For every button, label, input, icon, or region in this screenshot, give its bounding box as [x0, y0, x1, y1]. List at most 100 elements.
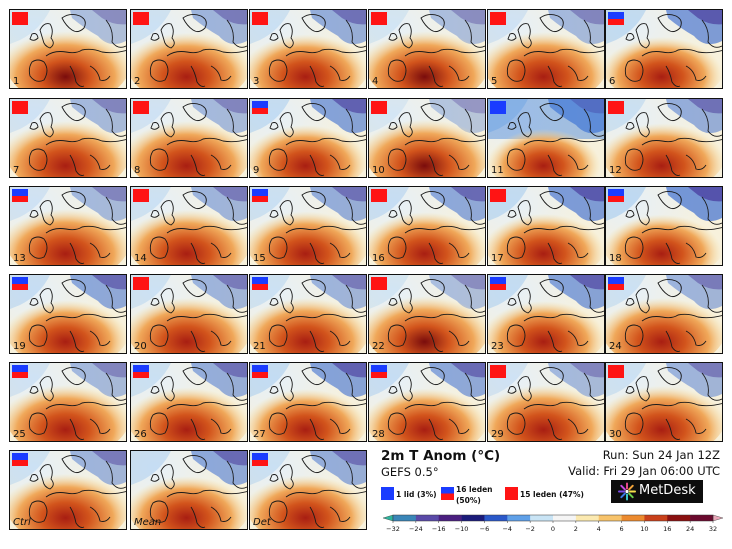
ensemble-member-panel: 15 [249, 186, 367, 266]
flag-bottom [12, 459, 28, 466]
cold-core-region [570, 275, 604, 290]
ensemble-member-panel: 18 [605, 186, 723, 266]
cluster-flag-blue-red [252, 453, 268, 466]
cluster-flag-blue-red [252, 365, 268, 378]
coastline [387, 102, 485, 176]
ensemble-member-panel: 12 [605, 98, 723, 178]
metdesk-logo-icon [618, 482, 636, 501]
anomaly-map [369, 275, 485, 353]
panel-label: 3 [253, 76, 260, 87]
coastline [624, 102, 722, 176]
panel-label: 4 [372, 76, 379, 87]
cluster-flag-red [371, 189, 387, 202]
anomaly-map [606, 275, 722, 353]
colorbar-segment [484, 515, 508, 521]
cold-core-region [688, 99, 722, 114]
coastline [149, 102, 247, 176]
anomaly-map [10, 99, 126, 177]
panel-label: 11 [491, 165, 504, 176]
ensemble-member-panel: 1 [9, 9, 127, 89]
panel-label: 27 [253, 429, 266, 440]
anomaly-map [10, 10, 126, 88]
cold-core-region [451, 275, 485, 290]
colorbar-tick-label: 2 [574, 525, 578, 533]
cold-core-region [688, 10, 722, 25]
ensemble-member-panel: 27 [249, 362, 367, 442]
panel-label: 20 [134, 341, 147, 352]
cold-core-region [92, 451, 126, 466]
ensemble-member-panel: 16 [368, 186, 486, 266]
legend-swatch-red [505, 487, 518, 500]
coastline [268, 454, 366, 528]
flag-bottom [12, 283, 28, 290]
flag-top [12, 365, 28, 372]
coastline [387, 13, 485, 87]
coastline [28, 366, 126, 440]
anomaly-map [250, 451, 366, 529]
anomaly-map [250, 10, 366, 88]
cluster-flag-blue-red [12, 277, 28, 290]
colorbar-segment [621, 515, 645, 521]
flag-top [252, 453, 268, 460]
cluster-flag-red [490, 365, 506, 378]
ensemble-member-panel: Det [249, 450, 367, 530]
cluster-flag-red [12, 101, 28, 114]
colorbar-tick-label: 4 [597, 525, 601, 533]
legend-swatch-blue [381, 487, 394, 500]
panel-label: 29 [491, 429, 504, 440]
cluster-flag-blue-red [12, 365, 28, 378]
anomaly-map [606, 187, 722, 265]
cluster-flag-red [133, 277, 149, 290]
coastline [28, 13, 126, 87]
colorbar-min-extend [382, 514, 394, 522]
ensemble-member-panel: 13 [9, 186, 127, 266]
colorbar-tick-label: −16 [432, 525, 446, 533]
legend-label-blue-red: 16 leden (50%) [456, 484, 504, 506]
anomaly-map [369, 99, 485, 177]
flag-bottom [608, 18, 624, 25]
cluster-flag-blue-red [252, 101, 268, 114]
cold-core-region [332, 451, 366, 466]
cluster-flag-red [608, 101, 624, 114]
flag-bottom [608, 283, 624, 290]
cluster-flag-blue-red [371, 365, 387, 378]
cluster-flag-blue-red [252, 189, 268, 202]
flag-top [252, 277, 268, 284]
coastline [387, 190, 485, 264]
anomaly-map [10, 451, 126, 529]
ensemble-member-panel: 2 [130, 9, 248, 89]
anomaly-map [250, 99, 366, 177]
ensemble-member-panel: 7 [9, 98, 127, 178]
panel-label: 19 [13, 341, 26, 352]
anomaly-map [250, 187, 366, 265]
cold-core-region [332, 275, 366, 290]
cluster-flag-red [490, 189, 506, 202]
ensemble-member-panel: 11 [487, 98, 605, 178]
anomaly-map [488, 99, 604, 177]
cluster-flag-red [252, 12, 268, 25]
cluster-flag-blue-red [12, 453, 28, 466]
cluster-flag-blue-red [608, 189, 624, 202]
panel-label: Det [253, 517, 271, 528]
colorbar-segment [690, 515, 714, 521]
panel-label: 9 [253, 165, 260, 176]
cluster-flag-blue-red [133, 365, 149, 378]
coastline [268, 190, 366, 264]
flag-bottom [252, 371, 268, 378]
panel-label: 7 [13, 165, 20, 176]
coastline [268, 13, 366, 87]
anomaly-map [131, 187, 247, 265]
coastline [268, 366, 366, 440]
flag-bottom [490, 283, 506, 290]
colorbar-segment [598, 515, 622, 521]
cold-core-region [688, 363, 722, 378]
colorbar-segment [530, 515, 554, 521]
ensemble-member-panel: 9 [249, 98, 367, 178]
cluster-flag-red [608, 365, 624, 378]
coastline [506, 278, 604, 352]
cold-core-region [332, 187, 366, 202]
colorbar-tick-label: −24 [409, 525, 423, 533]
ensemble-member-panel: 19 [9, 274, 127, 354]
flag-top [608, 189, 624, 196]
cold-core-region [213, 99, 247, 114]
